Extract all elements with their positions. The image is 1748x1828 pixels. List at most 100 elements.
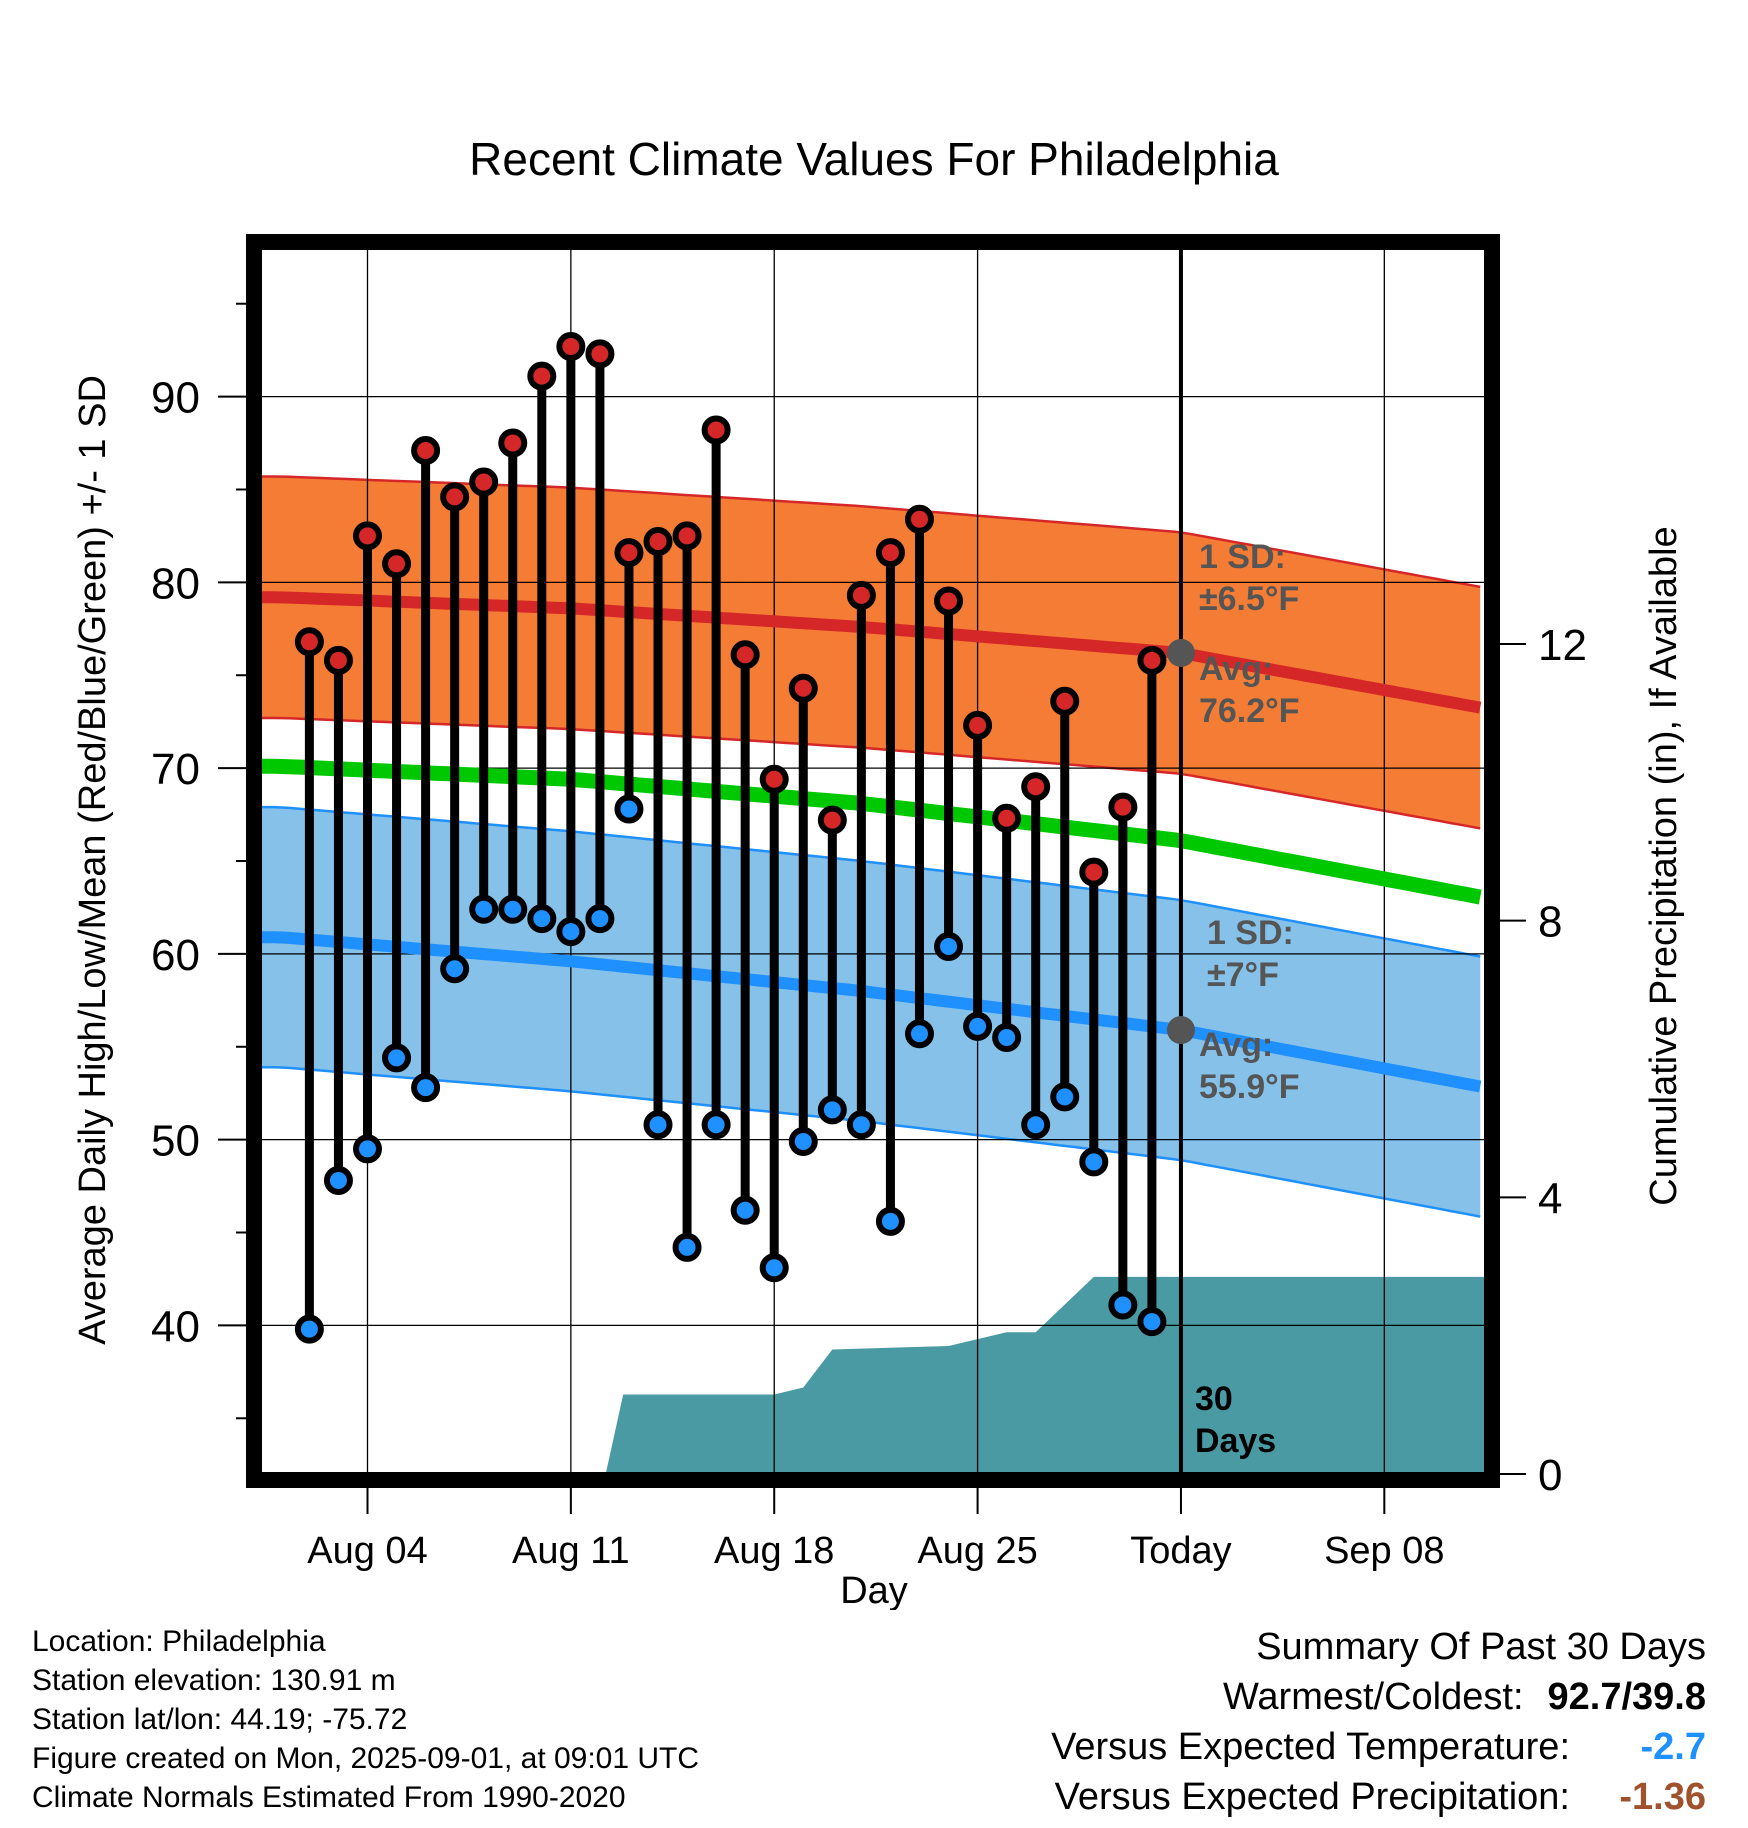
daily-low-point (759, 1253, 789, 1283)
daily-high-point (585, 339, 615, 369)
daily-high-point (411, 435, 441, 465)
daily-low-point (1137, 1307, 1167, 1337)
summary-title: Summary Of Past 30 Days (1256, 1626, 1706, 1668)
daily-high-point (846, 580, 876, 610)
precip-label-30: 30 (1195, 1380, 1233, 1418)
y2-tick-label: 8 (1538, 898, 1562, 947)
normal-low-line (260, 931, 1482, 1093)
y-tick-label: 40 (151, 1302, 200, 1351)
low-sd-title: 1 SD: (1207, 914, 1294, 952)
climate-chart: Recent Climate Values For Philadelphia 1 … (72, 133, 1685, 1610)
daily-low-point (1108, 1290, 1138, 1320)
y-axis-label: Average Daily High/Low/Mean (Red/Blue/Gr… (72, 375, 114, 1345)
precip-area (280, 1276, 1486, 1474)
daily-high-point (701, 415, 731, 445)
daily-high-point (440, 482, 470, 512)
daily-high-point (817, 805, 847, 835)
created-text: Figure created on Mon, 2025-09-01, at 09… (32, 1742, 700, 1775)
daily-low-point (440, 954, 470, 984)
precip-label-days: Days (1195, 1422, 1276, 1460)
x-tick-label: Aug 25 (917, 1530, 1037, 1572)
x-tick-label: Sep 08 (1324, 1530, 1444, 1572)
daily-high-point (1137, 645, 1167, 675)
daily-high-point (992, 803, 1022, 833)
daily-high-point (614, 538, 644, 568)
daily-low-point (730, 1195, 760, 1225)
daily-high-point (1108, 792, 1138, 822)
daily-low-point (411, 1073, 441, 1103)
latlon-text: Station lat/lon: 44.19; -75.72 (32, 1703, 408, 1736)
summary-temp-row: Versus Expected Temperature: -2.7 (1051, 1722, 1706, 1772)
daily-low-point (498, 894, 528, 924)
daily-low-point (672, 1232, 702, 1262)
precip-value: -1.36 (1619, 1776, 1706, 1818)
high-sd-title: 1 SD: (1199, 538, 1286, 576)
daily-high-point (934, 586, 964, 616)
daily-low-point (904, 1019, 934, 1049)
today-high-normal-marker (1166, 638, 1195, 667)
summary-warm-cold-row: Warmest/Coldest: 92.7/39.8 (1051, 1672, 1706, 1722)
daily-low-point (701, 1110, 731, 1140)
high-band-top-edge (260, 475, 1481, 589)
y-tick-label: 50 (151, 1117, 200, 1166)
daily-high-point (759, 764, 789, 794)
daily-low-point (323, 1166, 353, 1196)
daily-high-point (382, 549, 412, 579)
chart-title: Recent Climate Values For Philadelphia (469, 133, 1279, 185)
daily-high-point (323, 645, 353, 675)
daily-high-point (672, 521, 702, 551)
high-avg-title: Avg: (1199, 650, 1273, 688)
summary-precip-row: Versus Expected Precipitation: -1.36 (1051, 1772, 1706, 1822)
temp-label: Versus Expected Temperature: (1051, 1726, 1570, 1768)
high-sd-band (260, 476, 1481, 829)
daily-high-point (904, 504, 934, 534)
x-tick-label: Aug 11 (512, 1530, 630, 1572)
daily-high-point (352, 521, 382, 551)
y2-axis-label: Cumulative Precipitation (in), If Availa… (1643, 526, 1685, 1205)
plot-frame (246, 234, 1500, 1488)
low-avg-title: Avg: (1199, 1026, 1273, 1064)
daily-high-point (556, 331, 586, 361)
y2-tick-label: 4 (1538, 1174, 1562, 1223)
y-tick-label: 70 (151, 745, 200, 794)
daily-high-point (498, 428, 528, 458)
daily-high-point (1050, 686, 1080, 716)
summary-panel: Summary Of Past 30 Days Warmest/Coldest:… (1051, 1622, 1706, 1822)
high-sd-value: ±6.5°F (1199, 580, 1299, 618)
x-tick-label: Today (1130, 1530, 1231, 1572)
daily-low-point (382, 1043, 412, 1073)
daily-high-point (294, 627, 324, 657)
daily-low-point (1021, 1110, 1051, 1140)
daily-low-point (527, 904, 557, 934)
y-tick-label: 80 (151, 559, 200, 608)
daily-low-point (963, 1011, 993, 1041)
warm-cold-value: 92.7/39.8 (1547, 1676, 1706, 1718)
daily-low-point (469, 894, 499, 924)
station-info: Location: Philadelphia Station elevation… (32, 1622, 699, 1817)
daily-high-point (469, 467, 499, 497)
y-tick-label: 90 (151, 374, 200, 423)
x-tick-label: Aug 18 (714, 1530, 834, 1572)
warm-cold-label: Warmest/Coldest: (1222, 1676, 1524, 1718)
daily-low-point (352, 1134, 382, 1164)
today-low-normal-marker (1166, 1016, 1195, 1045)
y2-tick-label: 0 (1538, 1451, 1562, 1500)
daily-low-point (788, 1126, 818, 1156)
x-tick-label: Aug 04 (307, 1530, 427, 1572)
daily-low-point (294, 1314, 324, 1344)
daily-low-point (846, 1110, 876, 1140)
location-text: Location: Philadelphia (32, 1625, 326, 1658)
daily-high-point (875, 538, 905, 568)
y-tick-label: 60 (151, 931, 200, 980)
high-avg-value: 76.2°F (1199, 692, 1300, 730)
daily-high-point (527, 361, 557, 391)
daily-low-point (992, 1022, 1022, 1052)
daily-low-point (817, 1095, 847, 1125)
daily-high-point (788, 673, 818, 703)
daily-low-point (556, 917, 586, 947)
normal-mean-line (260, 758, 1482, 905)
daily-high-point (1021, 772, 1051, 802)
daily-low-point (875, 1206, 905, 1236)
low-band-top-edge (260, 805, 1481, 958)
daily-high-point (1079, 857, 1109, 887)
